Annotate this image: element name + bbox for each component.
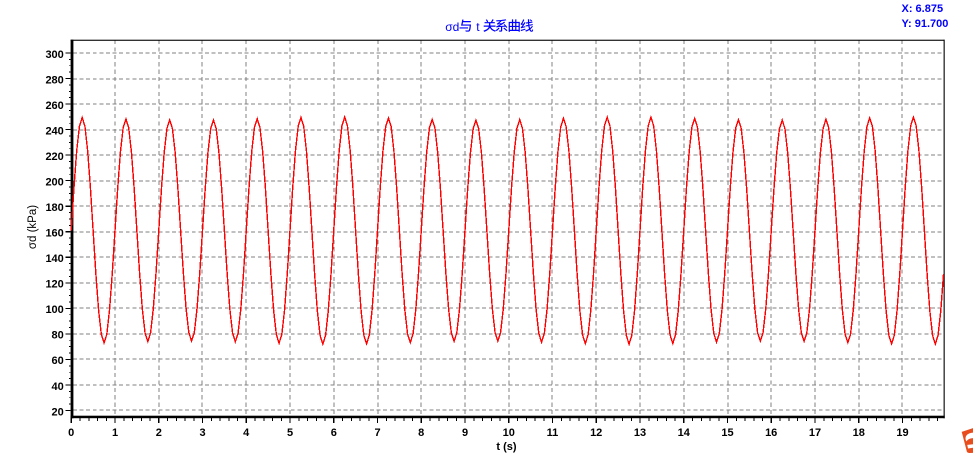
svg-text:2: 2: [156, 427, 162, 439]
svg-text:3: 3: [199, 427, 205, 439]
svg-text:0: 0: [68, 427, 74, 439]
svg-text:7: 7: [374, 427, 380, 439]
svg-text:4: 4: [243, 427, 250, 439]
svg-text:18: 18: [853, 427, 865, 439]
svg-text:8: 8: [418, 427, 424, 439]
svg-text:260: 260: [45, 100, 63, 112]
svg-text:σd: σd: [445, 20, 459, 34]
svg-text:80: 80: [52, 330, 64, 342]
svg-text:t: t: [476, 20, 480, 34]
svg-text:t (s): t (s): [496, 441, 517, 453]
svg-text:5: 5: [287, 427, 293, 439]
svg-text:19: 19: [896, 427, 908, 439]
svg-text:15: 15: [721, 427, 733, 439]
svg-text:Y: 91.700: Y: 91.700: [902, 18, 949, 30]
svg-text:200: 200: [45, 177, 63, 189]
svg-text:10: 10: [503, 427, 515, 439]
svg-text:120: 120: [45, 279, 63, 291]
svg-text:60: 60: [52, 355, 64, 367]
svg-text:17: 17: [809, 427, 821, 439]
svg-text:14: 14: [678, 427, 691, 439]
svg-text:1: 1: [112, 427, 118, 439]
svg-text:240: 240: [45, 125, 63, 137]
svg-text:20: 20: [52, 406, 64, 418]
svg-text:13: 13: [634, 427, 646, 439]
svg-text:140: 140: [45, 253, 63, 265]
svg-text:6: 6: [331, 427, 337, 439]
svg-text:9: 9: [462, 427, 468, 439]
svg-text:160: 160: [45, 228, 63, 240]
svg-text:12: 12: [590, 427, 602, 439]
svg-text:220: 220: [45, 151, 63, 163]
svg-text:16: 16: [765, 427, 777, 439]
svg-text:300: 300: [45, 49, 63, 61]
svg-text:11: 11: [547, 427, 559, 439]
svg-text:σd (kPa): σd (kPa): [27, 205, 39, 249]
svg-text:180: 180: [45, 202, 63, 214]
svg-text:40: 40: [52, 381, 64, 393]
svg-text:100: 100: [45, 304, 63, 316]
svg-text:280: 280: [45, 74, 63, 86]
svg-text:X: 6.875: X: 6.875: [902, 3, 944, 15]
